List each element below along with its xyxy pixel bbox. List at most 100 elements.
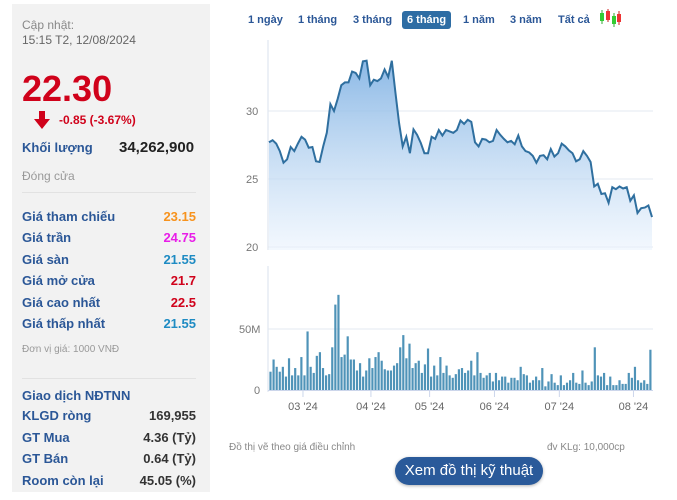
foreign-row-value: 0.64 (Tỷ) (143, 451, 196, 466)
volume-bar (318, 352, 322, 390)
volume-bar (649, 349, 652, 390)
volume-bar (272, 359, 275, 390)
volume-bar (473, 375, 476, 390)
volume-bar (460, 368, 464, 390)
volume-bar (377, 352, 380, 390)
volume-bar (504, 376, 507, 390)
foreign-row-value: 4.36 (Tỷ) (143, 429, 196, 445)
price-row-label: Giá tham chiếu (22, 209, 116, 224)
volume-bar (488, 372, 491, 390)
price-row-value: 22.5 (170, 294, 196, 310)
tab-period[interactable]: 6 tháng (402, 11, 452, 29)
volume-bar (312, 372, 315, 390)
volume-bar (528, 382, 532, 390)
volume-bar (457, 369, 460, 390)
volume-bar (275, 366, 278, 390)
price-row-label: Giá mở cửa (22, 273, 95, 289)
tab-period[interactable]: 1 năm (463, 14, 495, 26)
volume-bar (602, 372, 606, 390)
volume-bar (621, 383, 624, 390)
volume-bar (501, 376, 504, 390)
volume-bar (587, 385, 590, 390)
volume-bar (590, 381, 593, 390)
foreign-row-label: GT Bán (22, 451, 69, 466)
price-area (269, 60, 652, 251)
technical-chart-button[interactable]: Xem đồ thị kỹ thuật (395, 457, 543, 485)
price-line (268, 59, 653, 218)
foreign-row-value: 45.05 (%) (139, 472, 196, 488)
foreign-row-label: GT Mua (22, 429, 70, 445)
volume-bar (328, 374, 331, 390)
price-row-label: Giá trần (22, 230, 72, 246)
volume-bar (463, 372, 467, 390)
volume-bar (531, 380, 535, 390)
divider (22, 378, 196, 379)
volume-bar (581, 370, 584, 390)
volume-bar (352, 359, 355, 390)
month-tick-label: 04 '24 (356, 401, 386, 413)
volume-bar (281, 366, 284, 390)
volume-bar (343, 354, 346, 390)
price-tick-label: 25 (246, 174, 258, 186)
volume-bar (287, 358, 291, 390)
volume-bar (300, 357, 303, 390)
volume-bar (516, 380, 519, 390)
volume-bar (349, 359, 352, 390)
volume-bar (303, 375, 306, 390)
volume-bar (467, 370, 470, 390)
volume-tick-label: 0 (254, 385, 260, 397)
volume-unit-note: đv KLg: 10,000cp (547, 442, 625, 453)
tab-period[interactable]: 3 tháng (353, 14, 393, 26)
price-row-value: 23.15 (163, 209, 196, 224)
adjusted-price-note: Đồ thị vẽ theo giá điều chỉnh (229, 442, 356, 453)
candlestick-icon[interactable] (598, 8, 622, 28)
volume-bar (291, 375, 294, 390)
month-tick-label: 08 '24 (619, 401, 649, 413)
volume-bar (544, 386, 547, 390)
volume-bar (636, 380, 640, 390)
volume-bar (624, 383, 627, 390)
volume-bar (454, 374, 457, 390)
volume-bar (269, 371, 272, 390)
foreign-row-label: KLGD ròng (22, 408, 92, 423)
price-change: -0.85 (-3.67%) (59, 113, 136, 127)
tab-period[interactable]: 1 ngày (248, 14, 283, 26)
volume-bar (593, 347, 596, 390)
volume-bar (408, 343, 411, 390)
volume-bar (470, 360, 473, 390)
volume-bar (510, 377, 513, 390)
volume-bar (553, 382, 556, 390)
month-tick-label: 06 '24 (480, 401, 510, 413)
volume-bar (609, 376, 612, 390)
volume-bar (491, 381, 494, 390)
volume-bar (448, 375, 451, 390)
tab-period[interactable]: Tất cả (558, 14, 590, 26)
volume-bar (380, 360, 383, 390)
volume-bar (596, 375, 599, 390)
month-tick-label: 03 '24 (288, 401, 318, 413)
volume-bar (535, 376, 538, 390)
volume-bar (309, 366, 312, 390)
volume-bar (606, 385, 609, 390)
tab-period[interactable]: 3 năm (510, 14, 542, 26)
volume-bar (627, 372, 630, 390)
volume-bar (294, 368, 297, 390)
volume-bar (569, 380, 572, 390)
volume-bar (494, 372, 498, 390)
volume-bar (389, 370, 393, 390)
volume-bar (519, 366, 522, 390)
tab-period[interactable]: 1 tháng (298, 14, 338, 26)
volume-bar (451, 377, 454, 390)
month-tick-label: 07 '24 (545, 401, 575, 413)
volume-bar (559, 375, 562, 390)
volume-bar (630, 377, 633, 390)
volume-bar (430, 376, 433, 390)
price-row-value: 24.75 (163, 230, 196, 246)
volume-bar (402, 335, 405, 390)
volume-bar (439, 357, 442, 390)
volume-bar (633, 366, 637, 390)
volume-bar (331, 347, 334, 390)
volume-bar (513, 377, 516, 390)
volume-bar (426, 348, 430, 390)
price-row-label: Giá cao nhất (22, 294, 101, 310)
